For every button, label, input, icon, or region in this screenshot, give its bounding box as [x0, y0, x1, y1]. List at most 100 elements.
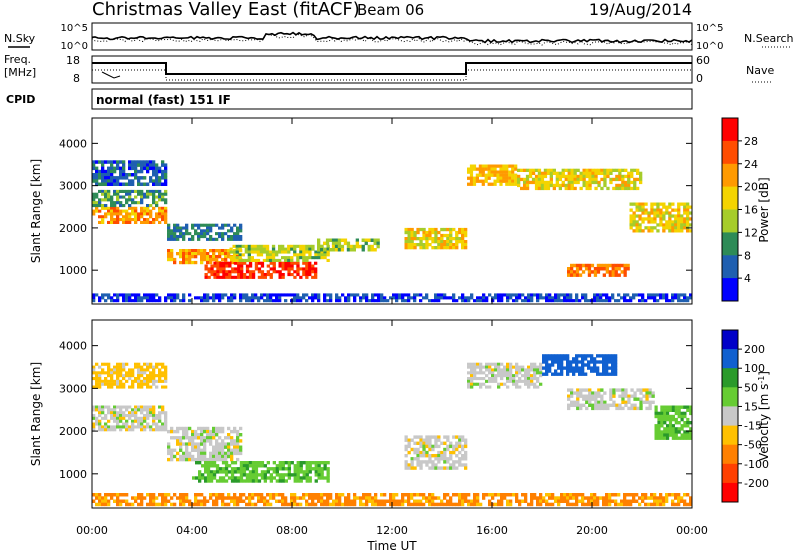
velocity-cell — [440, 450, 444, 455]
power-cell — [98, 160, 102, 164]
velocity-cell — [446, 502, 450, 507]
power-cell — [293, 299, 297, 303]
velocity-cell — [131, 371, 135, 375]
power-cell — [116, 293, 120, 297]
power-cell — [233, 223, 237, 227]
power-cell — [617, 299, 621, 303]
power-cell — [110, 198, 114, 202]
power-cell — [204, 267, 208, 271]
velocity-cell — [404, 447, 408, 452]
velocity-cell — [204, 467, 208, 471]
velocity-cell — [630, 406, 634, 411]
power-cell — [570, 168, 574, 172]
power-cell — [125, 198, 129, 202]
power-cell — [305, 270, 309, 274]
power-cell — [588, 168, 592, 172]
power-cell — [149, 176, 153, 180]
power-cell — [641, 211, 645, 215]
velocity-cell — [212, 448, 216, 452]
velocity-cell — [275, 473, 279, 477]
power-cell — [443, 233, 447, 238]
velocity-cell — [170, 426, 174, 431]
velocity-cell — [164, 416, 168, 420]
velocity-cell — [233, 476, 238, 480]
velocity-cell — [527, 377, 531, 381]
velocity-cell — [119, 371, 123, 375]
velocity-cell — [443, 496, 447, 500]
velocity-cell — [191, 433, 195, 437]
power-cell — [584, 296, 588, 300]
power-cell — [137, 299, 141, 303]
power-cell — [221, 249, 225, 253]
power-cell — [104, 215, 108, 219]
power-cell — [191, 252, 195, 256]
velocity-cell — [623, 499, 627, 503]
velocity-cell — [437, 502, 441, 507]
velocity-cell — [284, 473, 288, 477]
power-cell — [650, 229, 654, 233]
power-cell — [131, 293, 135, 297]
velocity-cell — [149, 408, 153, 412]
velocity-cell — [146, 368, 150, 372]
velocity-cell — [347, 499, 351, 503]
power-cell — [603, 180, 607, 185]
velocity-cell — [137, 422, 141, 426]
power-cell — [167, 232, 171, 236]
power-cell — [110, 212, 114, 216]
velocity-cell — [254, 476, 259, 480]
power-cell — [419, 243, 423, 247]
power-cell — [182, 226, 186, 230]
beam-label: Beam 06 — [357, 1, 424, 19]
velocity-cell — [527, 379, 531, 383]
velocity-cell — [128, 405, 132, 409]
velocity-cell — [152, 371, 156, 375]
y-tick-label: 1000 — [59, 264, 87, 277]
power-cell — [247, 253, 251, 257]
power-cell — [407, 240, 411, 244]
velocity-cell — [683, 493, 687, 497]
velocity-cell — [269, 467, 273, 471]
power-cell — [134, 163, 138, 167]
power-cell — [161, 206, 165, 210]
power-cell — [152, 173, 156, 177]
velocity-cell — [455, 466, 459, 470]
velocity-cell — [600, 400, 604, 404]
power-cell — [228, 261, 232, 265]
power-cell — [219, 261, 223, 265]
velocity-cell — [227, 442, 231, 446]
power-cell — [443, 296, 447, 300]
velocity-cell — [470, 502, 474, 507]
power-cell — [404, 237, 408, 241]
power-cell — [131, 173, 135, 177]
velocity-cell — [578, 366, 582, 370]
power-cell — [641, 217, 645, 221]
velocity-cell — [212, 499, 216, 503]
power-cell — [197, 296, 201, 300]
power-cell — [650, 211, 654, 215]
power-cell — [240, 261, 244, 265]
velocity-cell — [158, 411, 162, 415]
velocity-cell — [152, 496, 156, 500]
power-cell — [549, 180, 553, 185]
velocity-cell — [194, 429, 198, 434]
velocity-cell — [182, 457, 186, 462]
power-cell — [638, 205, 642, 209]
power-cell — [179, 235, 183, 239]
velocity-cell — [236, 502, 240, 507]
power-cell — [683, 208, 687, 212]
power-cell — [473, 299, 477, 303]
power-cell — [221, 296, 225, 300]
power-cell — [509, 296, 513, 300]
velocity-cell — [188, 439, 192, 443]
velocity-cell — [204, 461, 208, 465]
power-cell — [161, 169, 165, 174]
velocity-cell — [314, 493, 318, 497]
velocity-cell — [521, 365, 525, 369]
power-cell — [567, 267, 571, 271]
power-cell — [437, 299, 441, 303]
velocity-cell — [452, 502, 456, 507]
power-cell — [125, 220, 129, 224]
velocity-cell — [275, 499, 279, 503]
velocity-cell — [524, 496, 528, 500]
